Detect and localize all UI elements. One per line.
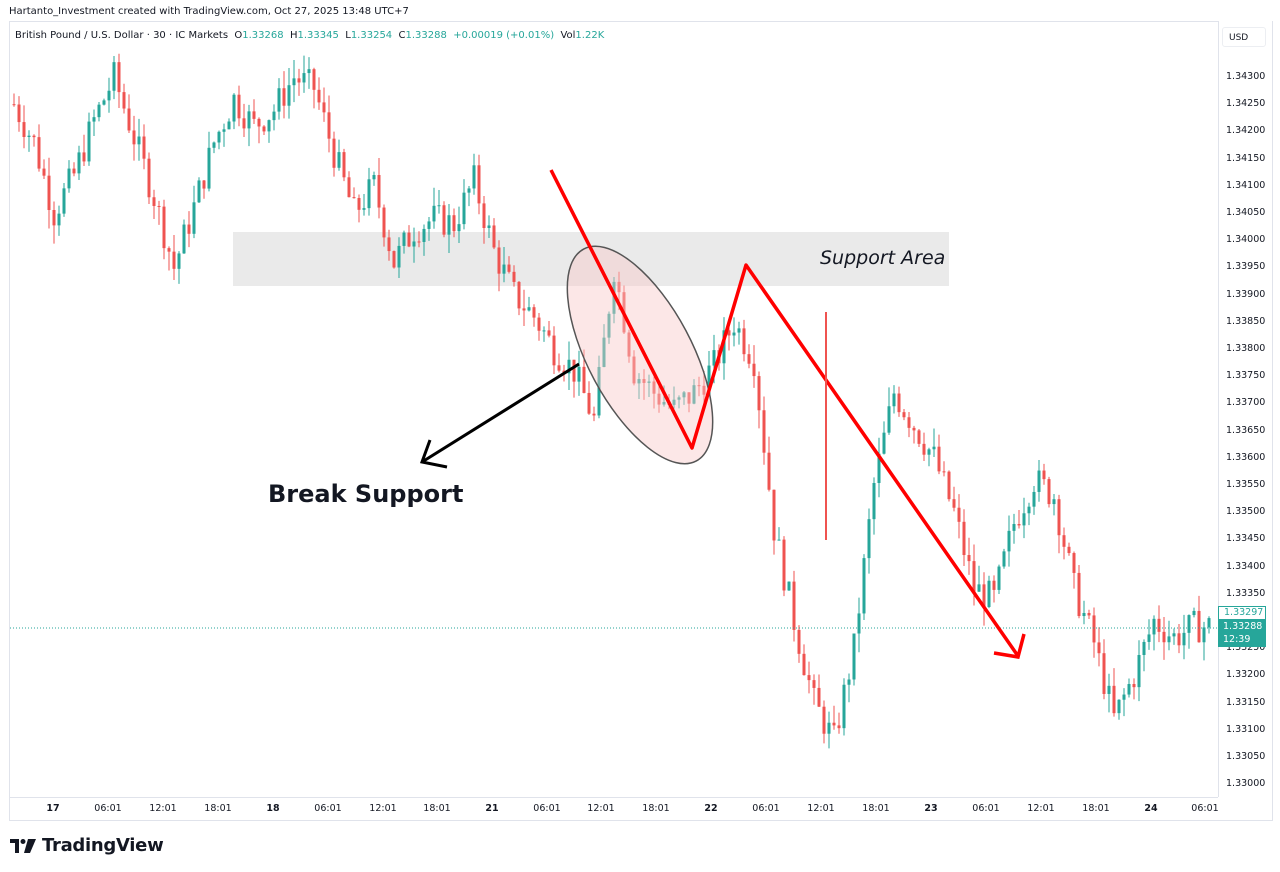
- time-tick: 17: [46, 803, 60, 814]
- price-tick: 1.33600: [1226, 451, 1266, 463]
- price-tick: 1.33350: [1226, 587, 1266, 599]
- tradingview-logo[interactable]: TradingView: [10, 835, 164, 856]
- price-axis[interactable]: [1218, 21, 1272, 797]
- symbol-name: British Pound / U.S. Dollar · 30 · IC Ma…: [15, 30, 229, 41]
- price-tick: 1.34050: [1226, 207, 1266, 218]
- price-tick: 1.34000: [1226, 234, 1266, 246]
- time-tick: 18:01: [1082, 803, 1110, 814]
- time-tick: 06:01: [1191, 803, 1219, 814]
- price-tick: 1.33850: [1226, 315, 1266, 327]
- zigzag-drawing[interactable]: [549, 169, 1020, 657]
- time-tick: 12:01: [1027, 803, 1055, 814]
- time-tick: 12:01: [149, 803, 177, 814]
- arrowhead-icon: [419, 439, 448, 469]
- price-tick: 1.34250: [1226, 98, 1266, 110]
- time-tick: 18:01: [862, 803, 890, 814]
- support-zone[interactable]: [233, 232, 949, 286]
- price-tick: 1.33000: [1226, 778, 1266, 790]
- support-area-label[interactable]: Support Area: [820, 247, 946, 269]
- time-tick: 24: [1144, 803, 1158, 814]
- high-value: 1.33345: [297, 30, 339, 41]
- break-support-label[interactable]: Break Support: [268, 480, 464, 508]
- chart-credit: Hartanto_Investment created with Trading…: [9, 6, 409, 17]
- currency-button[interactable]: USD: [1222, 27, 1266, 47]
- time-tick: 18:01: [642, 803, 670, 814]
- volume-value: 1.22K: [575, 30, 605, 41]
- price-tick: 1.33200: [1226, 669, 1266, 681]
- time-tick: 18:01: [204, 803, 232, 814]
- time-axis[interactable]: [9, 797, 1218, 820]
- time-tick: 22: [704, 803, 718, 814]
- zigzag-arrowhead-icon: [993, 633, 1026, 659]
- time-tick: 12:01: [369, 803, 397, 814]
- time-tick: 23: [924, 803, 938, 814]
- tradingview-logo-icon: [10, 838, 36, 853]
- break-zone-ellipse[interactable]: [538, 225, 742, 486]
- open-value: 1.33268: [242, 30, 284, 41]
- prev-close-label: 1.33297: [1218, 606, 1266, 620]
- price-tick: 1.33100: [1226, 723, 1266, 735]
- price-tick: 1.33950: [1226, 261, 1266, 273]
- brand-name: TradingView: [42, 835, 164, 856]
- time-tick: 12:01: [807, 803, 835, 814]
- last-price-label: 1.33288 12:39: [1218, 619, 1266, 647]
- price-tick: 1.33250: [1226, 642, 1266, 654]
- low-value: 1.33254: [350, 30, 393, 41]
- time-tick: 06:01: [752, 803, 780, 814]
- price-tick: 1.34300: [1226, 71, 1266, 82]
- time-tick: 12:01: [587, 803, 615, 814]
- change-value: +0.00019 (+0.01%): [453, 30, 555, 41]
- time-tick: 06:01: [972, 803, 1000, 814]
- price-tick: 1.33400: [1226, 560, 1266, 572]
- price-tick: 1.33800: [1226, 343, 1266, 354]
- bar-countdown: 12:39: [1223, 634, 1251, 645]
- time-tick: 06:01: [94, 803, 122, 814]
- time-tick: 18:01: [423, 803, 451, 814]
- price-tick: 1.33050: [1226, 751, 1266, 762]
- price-tick: 1.33450: [1226, 533, 1266, 545]
- symbol-legend[interactable]: British Pound / U.S. Dollar · 30 · IC Ma…: [15, 30, 605, 41]
- time-tick: 21: [485, 803, 499, 814]
- price-tick: 1.33700: [1226, 397, 1266, 409]
- price-tick: 1.33150: [1226, 696, 1266, 708]
- price-tick: 1.33750: [1226, 370, 1266, 382]
- price-tick: 1.33500: [1226, 506, 1266, 518]
- price-tick: 1.33550: [1226, 479, 1266, 490]
- price-tick: 1.34200: [1226, 125, 1266, 137]
- time-tick: 06:01: [533, 803, 561, 814]
- break-support-arrow[interactable]: [421, 362, 580, 464]
- price-tick: 1.34100: [1226, 179, 1266, 191]
- time-tick: 06:01: [314, 803, 342, 814]
- last-price-value: 1.33288: [1223, 621, 1263, 632]
- chart-frame: [9, 21, 1273, 821]
- candles: [12, 53, 1211, 749]
- price-tick: 1.34150: [1226, 152, 1266, 164]
- price-tick: 1.33650: [1226, 424, 1266, 436]
- time-tick: 18: [266, 803, 280, 814]
- close-value: 1.33288: [405, 30, 447, 41]
- price-tick: 1.33900: [1226, 288, 1266, 300]
